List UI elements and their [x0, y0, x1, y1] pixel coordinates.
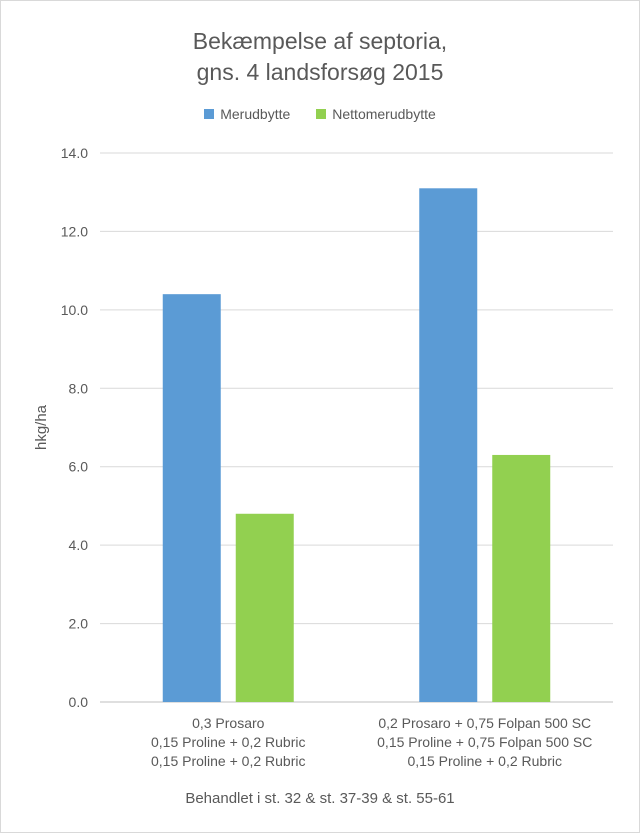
x-tick-label: 0,15 Proline + 0,2 Rubric	[408, 753, 562, 769]
y-tick-label: 12.0	[61, 223, 88, 239]
x-tick-label: 0,15 Proline + 0,2 Rubric	[151, 734, 305, 750]
x-tick-label: 0,15 Proline + 0,2 Rubric	[151, 753, 305, 769]
legend-label-merudbytte: Merudbytte	[220, 106, 291, 122]
chart-title-line-1: Bekæmpelse af septoria,	[192, 28, 448, 54]
chart-title-line-2: gns. 4 landsforsøg 2015	[196, 59, 444, 85]
bar-merudbytte	[162, 294, 221, 702]
x-axis-title: Behandlet i st. 32 & st. 37-39 & st. 55-…	[185, 790, 455, 807]
legend-entry-nettomerudbytte: Nettomerudbytte	[316, 106, 436, 122]
y-tick-label: 14.0	[61, 145, 88, 161]
y-tick-label: 6.0	[69, 459, 89, 475]
legend: Merudbytte Nettomerudbytte	[0, 106, 640, 122]
bar-nettomerudbytte	[492, 454, 551, 702]
y-tick-label: 8.0	[69, 380, 89, 396]
legend-swatch-nettomerudbytte	[316, 109, 327, 119]
legend-swatch-merudbytte	[204, 109, 215, 119]
chart-title: Bekæmpelse af septoria, gns. 4 landsfors…	[0, 26, 640, 88]
y-tick-label: 10.0	[61, 302, 88, 318]
y-tick-label: 2.0	[69, 616, 89, 632]
legend-label-nettomerudbytte: Nettomerudbytte	[332, 106, 436, 122]
x-tick-label: 0,15 Proline + 0,75 Folpan 500 SC	[377, 734, 592, 750]
x-tick-label: 0,3 Prosaro	[192, 715, 265, 731]
bar-nettomerudbytte	[235, 513, 294, 702]
y-axis-title: hkg/ha	[33, 404, 50, 450]
y-tick-label: 0.0	[69, 694, 89, 710]
bar-merudbytte	[419, 188, 478, 703]
x-tick-label: 0,2 Prosaro + 0,75 Folpan 500 SC	[378, 715, 591, 731]
legend-entry-merudbytte: Merudbytte	[204, 106, 290, 122]
y-tick-label: 4.0	[69, 537, 89, 553]
